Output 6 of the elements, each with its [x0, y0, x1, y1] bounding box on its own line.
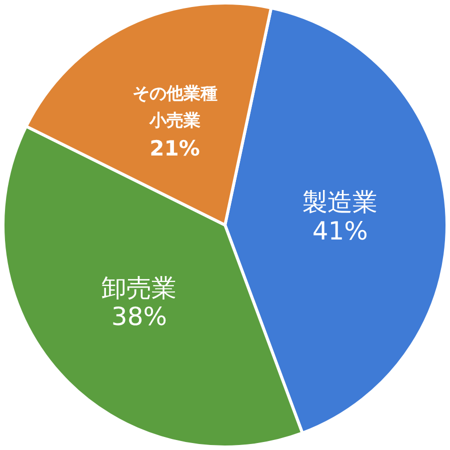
data-label: 38% [111, 302, 167, 332]
slice-label: 卸売業 [102, 273, 177, 302]
data-label: 41% [312, 216, 368, 246]
data-label: 21% [150, 136, 200, 160]
slice-label: その他業種小売業 [132, 84, 218, 132]
slice-label: 製造業 [302, 188, 378, 217]
